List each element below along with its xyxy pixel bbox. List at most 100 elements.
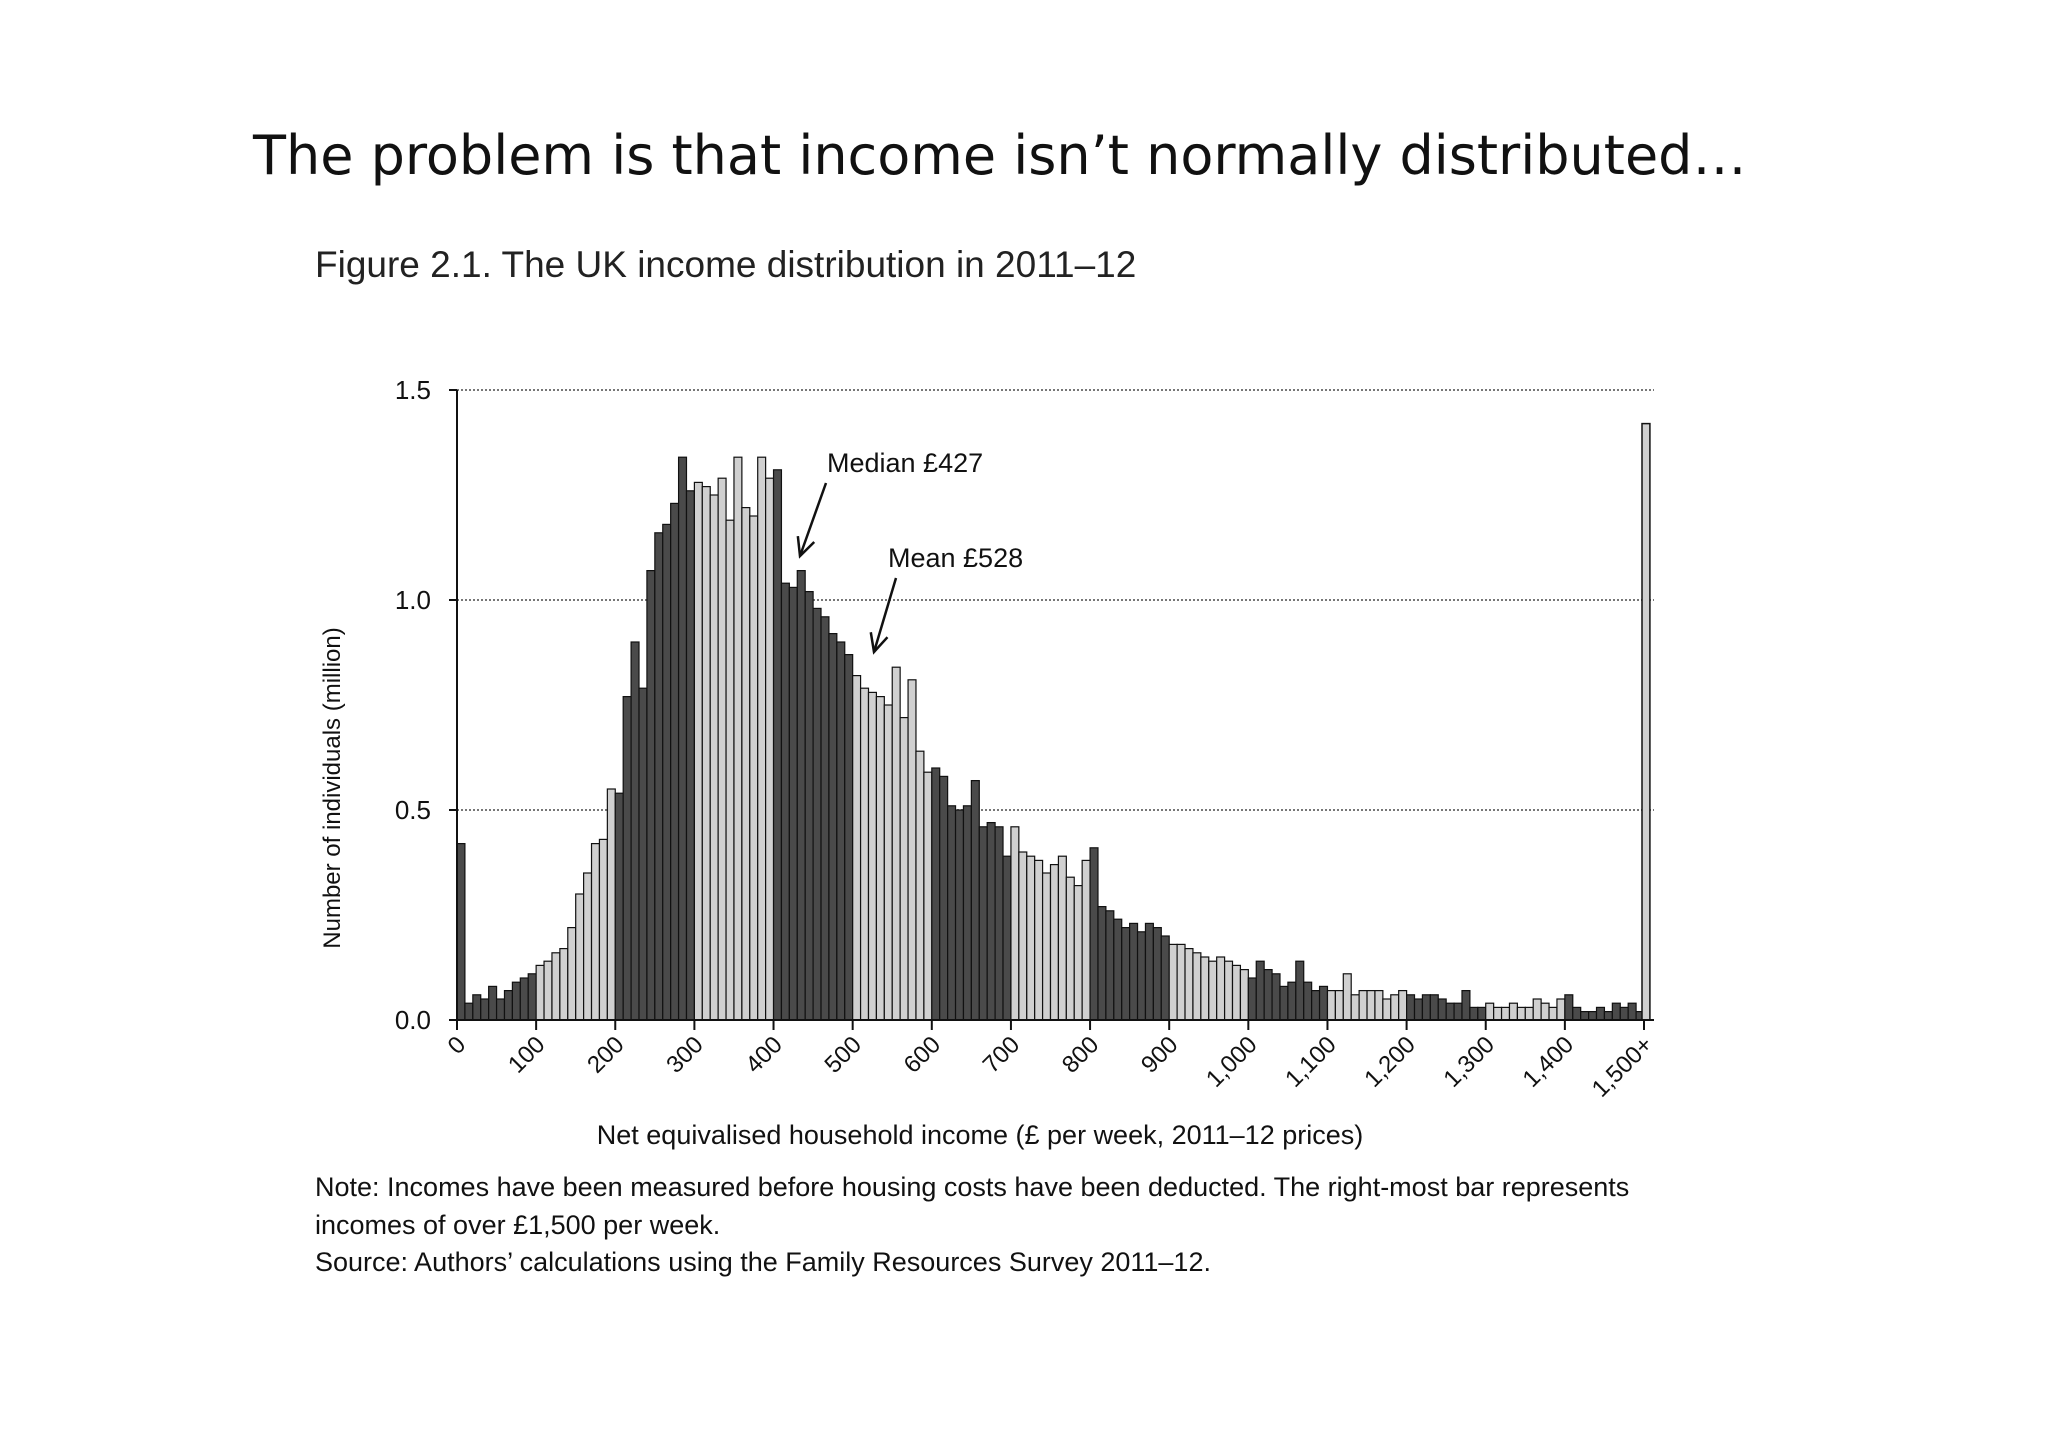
- histogram-bar: [662, 523, 672, 1021]
- x-tick-label: 1,400: [1518, 1031, 1580, 1093]
- histogram-bar: [1445, 1002, 1455, 1021]
- histogram-bar: [1429, 994, 1439, 1021]
- annotation-label: Mean £528: [888, 543, 1023, 573]
- histogram-bar: [575, 893, 585, 1021]
- histogram-bar: [1113, 918, 1123, 1021]
- histogram-bar: [733, 456, 743, 1021]
- histogram-bar: [812, 607, 822, 1021]
- x-tick-label: 1,100: [1280, 1031, 1342, 1093]
- histogram-bar: [1437, 998, 1447, 1021]
- histogram-bar: [1160, 935, 1170, 1021]
- histogram-bar: [1002, 855, 1012, 1021]
- histogram-bar: [915, 750, 925, 1021]
- x-tick-label: 1,300: [1438, 1031, 1500, 1093]
- histogram-bar: [1453, 1002, 1463, 1021]
- histogram-bar: [986, 821, 996, 1021]
- histogram-bar: [1279, 985, 1289, 1021]
- histogram-bar: [1603, 1010, 1613, 1021]
- histogram-bar: [1390, 994, 1400, 1021]
- histogram-bar: [1026, 855, 1036, 1021]
- histogram-bar: [923, 771, 933, 1021]
- histogram-bar: [765, 477, 775, 1021]
- histogram-bar: [1041, 872, 1052, 1021]
- histogram-bar: [1089, 847, 1099, 1021]
- overflow-bar: [1641, 422, 1651, 1021]
- histogram-bar: [685, 490, 696, 1021]
- x-tick-label: 900: [1136, 1031, 1183, 1078]
- histogram-bar: [1485, 1002, 1495, 1021]
- y-tick-label: 1.0: [395, 585, 431, 615]
- x-tick-label: 500: [820, 1031, 867, 1078]
- histogram-bar: [844, 653, 854, 1021]
- histogram-bar: [1271, 973, 1281, 1021]
- annotation-arrow: [798, 482, 828, 557]
- histogram-bar: [1121, 926, 1131, 1021]
- histogram-bar: [480, 998, 490, 1021]
- histogram-bar: [511, 981, 521, 1021]
- histogram-bar: [1208, 960, 1218, 1021]
- histogram-bar: [598, 838, 608, 1021]
- x-tick-label: 100: [503, 1031, 550, 1078]
- histogram-bar: [488, 985, 498, 1021]
- histogram-bar: [1247, 977, 1257, 1021]
- histogram-bar: [1334, 989, 1344, 1021]
- histogram-bar: [614, 792, 624, 1021]
- histogram-bar: [788, 586, 798, 1021]
- histogram-bar: [891, 666, 901, 1021]
- histogram-bar: [1461, 989, 1471, 1021]
- y-tick-label: 0.5: [395, 795, 431, 825]
- histogram-bar: [1176, 943, 1186, 1021]
- histogram-bar: [1255, 960, 1265, 1021]
- histogram-bar: [543, 960, 553, 1021]
- y-tick-label: 1.5: [395, 375, 431, 405]
- histogram-bar: [899, 716, 909, 1021]
- histogram-bar: [1532, 998, 1542, 1021]
- histogram-bar: [1073, 884, 1083, 1021]
- histogram-bar: [1311, 989, 1321, 1021]
- x-tick-label: 1,200: [1359, 1031, 1421, 1093]
- histogram-bar: [954, 809, 965, 1021]
- annotation-label: Median £427: [827, 448, 983, 478]
- histogram-bar: [606, 788, 616, 1021]
- histogram-bar: [1405, 994, 1416, 1021]
- histogram-bar: [1508, 1002, 1518, 1021]
- histogram-bar: [535, 964, 545, 1021]
- histogram-bar: [472, 994, 482, 1021]
- histogram-bar: [852, 674, 862, 1021]
- histogram-bar: [1611, 1002, 1621, 1021]
- histogram-bar: [820, 616, 830, 1021]
- histogram-bar: [709, 494, 719, 1021]
- histogram-bar: [1303, 981, 1313, 1021]
- histogram-bar: [1081, 859, 1091, 1021]
- histogram-bar: [828, 632, 838, 1021]
- histogram-bar: [1548, 1006, 1558, 1021]
- histogram-bar: [456, 842, 466, 1021]
- histogram-bar: [1144, 922, 1154, 1021]
- annotations: Median £427 Mean £528: [796, 448, 1023, 655]
- histogram-bar: [931, 767, 941, 1021]
- histogram-bar: [1295, 960, 1305, 1021]
- x-tick-label: 0: [443, 1031, 472, 1060]
- histogram-bar: [630, 641, 640, 1021]
- x-tick-label: 700: [978, 1031, 1025, 1078]
- histogram-bar: [464, 1002, 474, 1021]
- histogram-bar: [622, 695, 632, 1021]
- histogram-bar: [1469, 1006, 1479, 1021]
- histogram-bar: [1564, 994, 1574, 1021]
- axes: [449, 389, 1654, 1030]
- slide-title: The problem is that income isn’t normall…: [253, 124, 1747, 187]
- histogram-bar: [583, 872, 593, 1021]
- histogram-bar: [590, 842, 601, 1021]
- histogram-bar: [1192, 952, 1202, 1021]
- note-text: Note: Incomes have been measured before …: [315, 1172, 1630, 1240]
- histogram-bar: [1263, 968, 1273, 1021]
- histogram-bar: [875, 695, 885, 1021]
- y-axis-label: Number of individuals (million): [319, 627, 346, 948]
- histogram-bar: [1168, 943, 1178, 1021]
- x-tick-label: 800: [1057, 1031, 1104, 1078]
- histogram-bar: [1572, 1006, 1582, 1021]
- figure-title: Figure 2.1. The UK income distribution i…: [315, 244, 1137, 285]
- histogram-bar: [1231, 964, 1242, 1021]
- histogram-bar: [1358, 989, 1368, 1021]
